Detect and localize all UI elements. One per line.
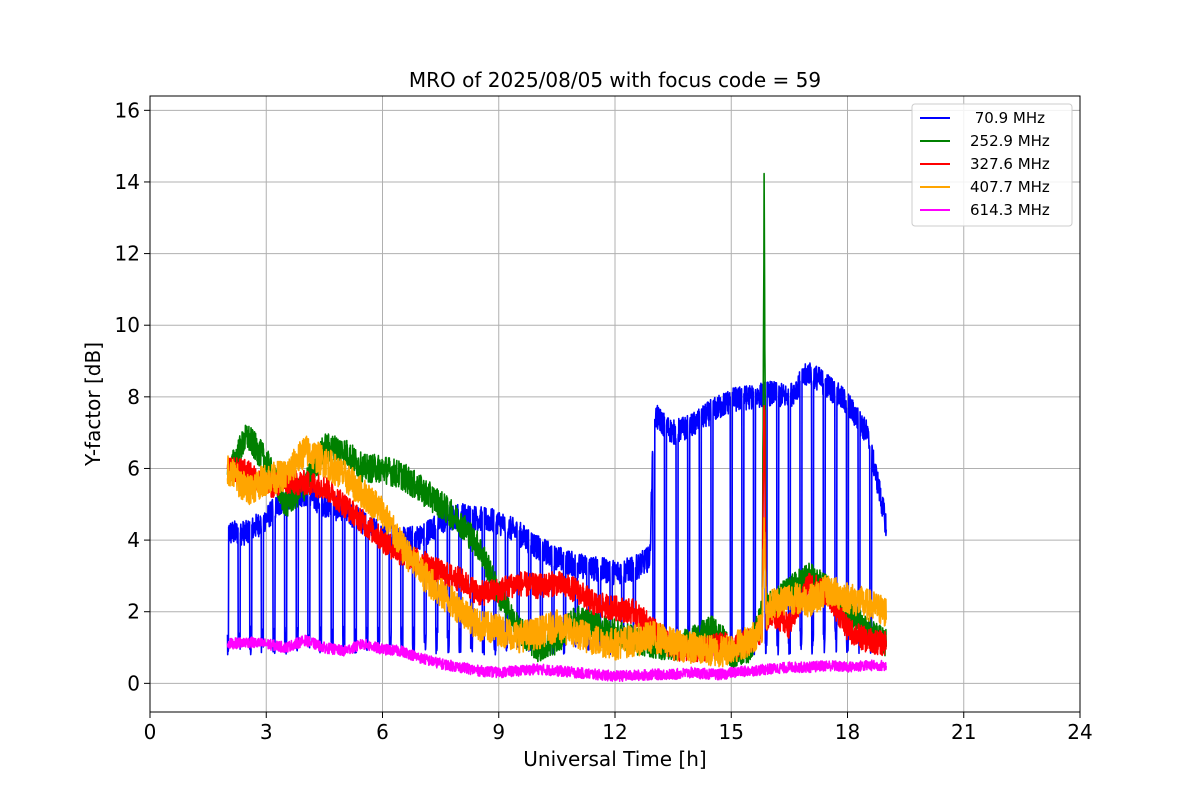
series-line [226,634,887,682]
x-tick-label: 21 [951,720,976,744]
x-tick-label: 24 [1067,720,1092,744]
series-line [226,404,887,663]
legend-label: 327.6 MHz [970,155,1050,173]
y-tick-label: 0 [127,671,140,695]
x-tick-label: 12 [602,720,627,744]
y-tick-label: 6 [127,456,140,480]
y-tick-label: 12 [115,242,140,266]
series-line [226,435,887,668]
legend-label: 252.9 MHz [970,132,1050,150]
x-tick-label: 18 [835,720,860,744]
y-tick-label: 16 [115,98,140,122]
legend: 70.9 MHz 252.9 MHz 327.6 MHz 407.7 MHz 614.3… [911,103,1073,227]
series-2 [226,404,887,663]
series-3 [226,435,887,668]
y-tick-label: 10 [115,313,140,337]
x-tick-label: 0 [144,720,157,744]
y-tick-label: 14 [115,170,140,194]
x-tick-label: 3 [260,720,273,744]
chart-title: MRO of 2025/08/05 with focus code = 59 [409,68,821,92]
x-tick-label: 6 [376,720,389,744]
series-layer [226,172,887,682]
legend-label: 70.9 MHz [970,109,1045,127]
x-tick-label: 15 [719,720,744,744]
y-tick-label: 2 [127,600,140,624]
x-axis-label: Universal Time [h] [523,747,706,771]
y-tick-label: 4 [127,528,140,552]
y-axis-label: Y-factor [dB] [81,342,105,467]
series-line [226,362,887,656]
y-tick-label: 8 [127,385,140,409]
legend-label: 614.3 MHz [970,201,1050,219]
grid [149,96,1081,712]
series-4 [226,634,887,682]
legend-frame [911,103,1073,227]
x-tick-label: 9 [492,720,505,744]
series-0 [226,362,887,656]
legend-label: 407.7 MHz [970,178,1050,196]
